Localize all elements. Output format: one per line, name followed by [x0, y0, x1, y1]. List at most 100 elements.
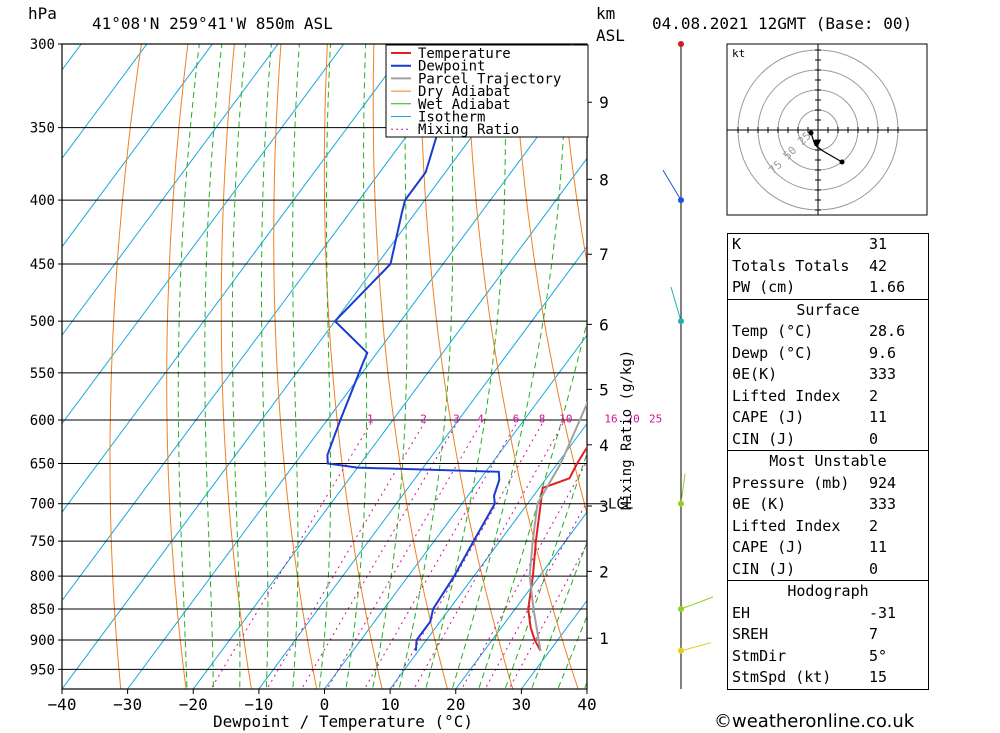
altitude-tick-label: 9: [599, 93, 609, 112]
pressure-tick-label: 300: [30, 37, 55, 53]
wind-barb: [680, 642, 712, 652]
temp-tick-label: 30: [512, 695, 531, 714]
isotherm-line: [258, 245, 587, 689]
pressure-tick-label: 750: [30, 534, 55, 550]
index-label: StmDir: [732, 646, 787, 665]
hodograph-title: Hodograph: [787, 582, 869, 600]
hodograph-indices: Hodograph EH -31 SREH 7 StmDir 5° StmSpd (kt) 1…: [728, 581, 928, 690]
mixing-ratio-line: [266, 419, 427, 689]
lcl-label: LCL: [608, 497, 633, 513]
location-title: 41°08'N 259°41'W 850m ASL: [92, 14, 333, 33]
wet-adiabat-line: [557, 614, 587, 689]
isotherm-line: [62, 44, 214, 248]
index-value: -31: [869, 603, 897, 622]
summary-indices: K 31 Totals Totals 42 PW (cm) 1.66: [728, 234, 928, 300]
hodograph-point: [808, 130, 814, 136]
dry-adiabat-line: [559, 44, 587, 266]
mixing-ratio-axis-label: Mixing Ratio (g/kg): [619, 350, 635, 510]
wind-barb-shaft: [680, 596, 714, 610]
index-value: 7: [869, 625, 879, 643]
date-title: 04.08.2021 12GMT (Base: 00): [652, 14, 912, 33]
copyright-link[interactable]: ©weatheronline.co.uk: [714, 711, 915, 732]
isotherm-line: [62, 44, 279, 337]
index-row: EH -31: [728, 603, 928, 625]
altitude-tick-label: 3: [599, 497, 609, 516]
wet-adiabat-line: [292, 44, 300, 689]
temp-tick-label: −10: [244, 695, 273, 714]
wet-adiabat-line: [425, 44, 506, 689]
hodograph-trace: [810, 132, 843, 163]
index-value: 31: [869, 235, 888, 253]
indices-panel: K 31 Totals Totals 42 PW (cm) 1.66 Surface Te…: [727, 233, 929, 690]
legend-entry: Dry Adiabat: [418, 84, 511, 100]
index-label: K: [732, 235, 742, 253]
pressure-tick-label: 350: [30, 121, 55, 137]
index-label: Temp (°C): [732, 322, 814, 340]
dry-adiabat-line: [512, 44, 587, 515]
isotherm-line: [62, 44, 345, 425]
mixing-ratio-line: [300, 419, 460, 689]
index-label: Totals Totals: [732, 256, 850, 275]
index-label: SREH: [732, 625, 769, 643]
dry-adiabat-line: [973, 26, 1000, 698]
wind-barb: [680, 596, 714, 610]
wet-adiabat-line: [530, 541, 587, 689]
index-row: CIN (J) 0: [728, 559, 928, 581]
index-value: 2: [869, 516, 879, 535]
wind-barb-shaft: [670, 287, 682, 322]
temp-tick-label: −30: [113, 695, 142, 714]
pressure-tick-label: 700: [30, 497, 55, 513]
pressure-tick-label: 900: [30, 633, 55, 649]
mixing-ratio-label: 10: [559, 413, 572, 426]
legend-entry: Mixing Ratio: [418, 122, 519, 138]
index-label: θE(K): [732, 365, 778, 383]
dry-adiabat-line: [927, 26, 1000, 698]
altitude-tick-label: 2: [599, 562, 609, 581]
dry-adiabat-line: [419, 44, 514, 689]
index-label: EH: [732, 603, 751, 622]
index-value: 2: [869, 386, 879, 405]
index-value: 5°: [869, 646, 888, 665]
index-row: CAPE (J) 11: [728, 537, 928, 559]
dry-adiabat-line: [323, 44, 383, 689]
index-value: 1.66: [869, 278, 906, 296]
pressure-tick-label: 450: [30, 257, 55, 273]
dry-adiabat-line: [466, 44, 579, 689]
index-row: Dewp (°C) 9.6: [728, 343, 928, 365]
isotherm-line: [389, 422, 587, 689]
wind-barb-shaft: [662, 169, 682, 201]
index-label: CAPE (J): [732, 408, 805, 426]
altitude-tick-label: 4: [599, 436, 609, 455]
index-value: 924: [869, 473, 897, 492]
isotherm-line: [62, 44, 148, 160]
isotherm-line: [126, 69, 587, 689]
most-unstable-indices: Most Unstable Pressure (mb) 924 θE (K) 333 L…: [728, 451, 928, 581]
temp-tick-label: 0: [320, 695, 330, 714]
pressure-tick-label: 850: [30, 602, 55, 618]
mixing-ratio-line: [484, 500, 587, 689]
mixing-ratio-label: 20: [627, 413, 640, 426]
dry-adiabat-line: [372, 44, 449, 689]
wet-adiabat-line: [177, 44, 200, 689]
wind-barb: [680, 473, 686, 504]
index-row: CAPE (J) 11: [728, 407, 928, 429]
mixing-ratio-label: 16: [604, 413, 617, 426]
wind-barb: [662, 169, 682, 201]
wet-adiabat-line: [204, 44, 223, 689]
dry-adiabat-line: [220, 44, 252, 689]
legend-box: [385, 44, 589, 138]
index-label: PW (cm): [732, 278, 796, 296]
isotherm-line: [192, 157, 587, 689]
dry-adiabat-line: [273, 44, 318, 689]
index-row: Pressure (mb) 924: [728, 473, 928, 495]
surface-indices: Surface Temp (°C) 28.6 Dewp (°C) 9.6 θE(K) 33…: [728, 300, 928, 451]
legend-entry: Parcel Trajectory: [418, 71, 561, 87]
series-parcel-trajectory: [528, 401, 587, 651]
wind-marker: [678, 41, 684, 47]
legend-entry: Temperature: [418, 46, 511, 62]
index-row: θE(K) 333: [728, 364, 928, 386]
index-value: 15: [869, 668, 888, 686]
index-label: CIN (J): [732, 559, 796, 578]
index-row: CIN (J) 0: [728, 429, 928, 451]
index-value: 11: [869, 408, 888, 426]
